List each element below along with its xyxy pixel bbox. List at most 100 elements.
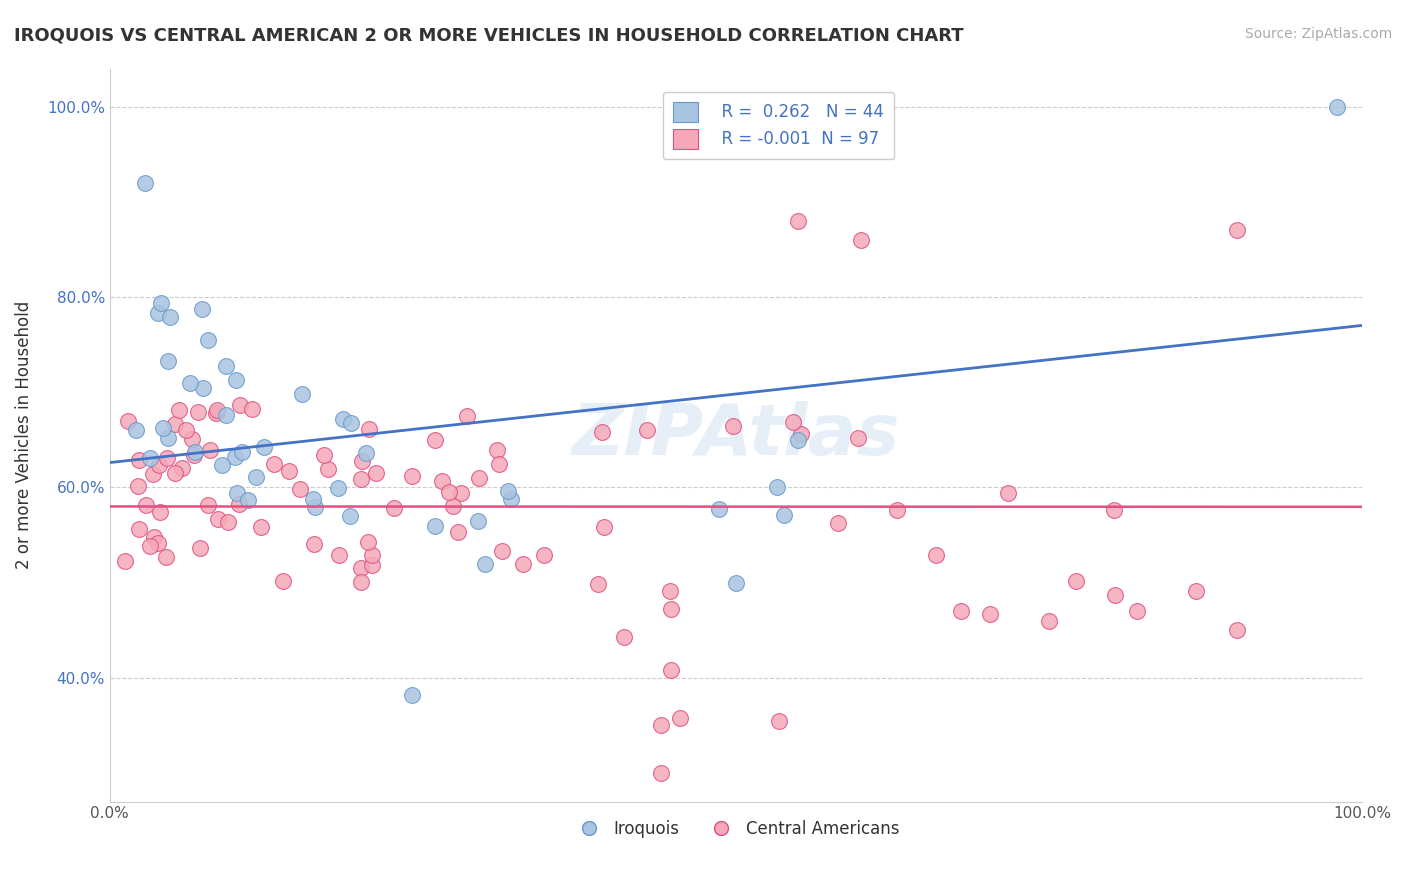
- Point: [149, 295, 172, 310]
- Point: [184, 445, 207, 459]
- Point: [723, 418, 745, 433]
- Point: [997, 486, 1019, 500]
- Point: [827, 516, 849, 530]
- Point: [193, 381, 215, 395]
- Point: [474, 557, 496, 571]
- Point: [197, 333, 219, 347]
- Point: [782, 415, 804, 429]
- Point: [423, 519, 446, 533]
- Point: [339, 508, 361, 523]
- Point: [498, 483, 520, 498]
- Point: [179, 376, 201, 391]
- Point: [766, 480, 789, 494]
- Point: [240, 402, 263, 417]
- Point: [149, 505, 172, 519]
- Point: [148, 458, 170, 473]
- Text: IROQUOIS VS CENTRAL AMERICAN 2 OR MORE VEHICLES IN HOUSEHOLD CORRELATION CHART: IROQUOIS VS CENTRAL AMERICAN 2 OR MORE V…: [14, 27, 963, 45]
- Point: [250, 520, 273, 534]
- Point: [979, 607, 1001, 621]
- Text: ZIPAtlas: ZIPAtlas: [572, 401, 900, 469]
- Point: [361, 548, 384, 562]
- Point: [170, 461, 193, 475]
- Point: [328, 548, 350, 562]
- Point: [612, 630, 634, 644]
- Point: [886, 503, 908, 517]
- Point: [591, 425, 613, 439]
- Point: [352, 453, 374, 467]
- Y-axis label: 2 or more Vehicles in Household: 2 or more Vehicles in Household: [15, 301, 32, 569]
- Point: [501, 491, 523, 506]
- Point: [156, 451, 179, 466]
- Point: [159, 310, 181, 324]
- Point: [1326, 100, 1348, 114]
- Point: [650, 766, 672, 780]
- Point: [155, 550, 177, 565]
- Point: [1104, 503, 1126, 517]
- Point: [401, 689, 423, 703]
- Point: [291, 387, 314, 401]
- Point: [430, 475, 453, 489]
- Point: [512, 558, 534, 572]
- Point: [636, 423, 658, 437]
- Point: [198, 443, 221, 458]
- Point: [225, 486, 247, 500]
- Point: [709, 502, 731, 516]
- Point: [1185, 584, 1208, 599]
- Text: Source: ZipAtlas.com: Source: ZipAtlas.com: [1244, 27, 1392, 41]
- Point: [167, 402, 190, 417]
- Point: [277, 464, 299, 478]
- Point: [1226, 624, 1249, 638]
- Point: [316, 462, 339, 476]
- Point: [190, 301, 212, 316]
- Point: [350, 561, 373, 575]
- Point: [215, 409, 238, 423]
- Point: [533, 548, 555, 562]
- Point: [366, 466, 388, 480]
- Point: [288, 482, 311, 496]
- Point: [359, 422, 381, 436]
- Point: [225, 373, 247, 387]
- Point: [332, 411, 354, 425]
- Point: [846, 431, 869, 445]
- Point: [152, 421, 174, 435]
- Point: [669, 711, 692, 725]
- Point: [245, 469, 267, 483]
- Point: [146, 306, 169, 320]
- Point: [790, 426, 813, 441]
- Point: [114, 554, 136, 568]
- Point: [1226, 223, 1249, 237]
- Point: [950, 604, 973, 618]
- Point: [447, 524, 470, 539]
- Point: [468, 471, 491, 485]
- Point: [357, 535, 380, 549]
- Point: [127, 478, 149, 492]
- Point: [204, 406, 226, 420]
- Point: [228, 497, 250, 511]
- Point: [360, 558, 382, 573]
- Point: [659, 663, 682, 677]
- Point: [146, 535, 169, 549]
- Point: [312, 448, 335, 462]
- Point: [491, 544, 513, 558]
- Point: [650, 718, 672, 732]
- Point: [135, 498, 157, 512]
- Point: [401, 469, 423, 483]
- Point: [326, 481, 349, 495]
- Point: [467, 514, 489, 528]
- Point: [139, 450, 162, 465]
- Point: [231, 445, 253, 459]
- Point: [143, 530, 166, 544]
- Point: [1125, 604, 1147, 618]
- Point: [925, 548, 948, 562]
- Legend: Iroquois, Central Americans: Iroquois, Central Americans: [565, 814, 907, 845]
- Point: [586, 577, 609, 591]
- Point: [1104, 588, 1126, 602]
- Point: [1038, 614, 1060, 628]
- Point: [142, 467, 165, 481]
- Point: [263, 457, 285, 471]
- Point: [125, 423, 148, 437]
- Point: [128, 522, 150, 536]
- Point: [139, 539, 162, 553]
- Point: [156, 354, 179, 368]
- Point: [128, 453, 150, 467]
